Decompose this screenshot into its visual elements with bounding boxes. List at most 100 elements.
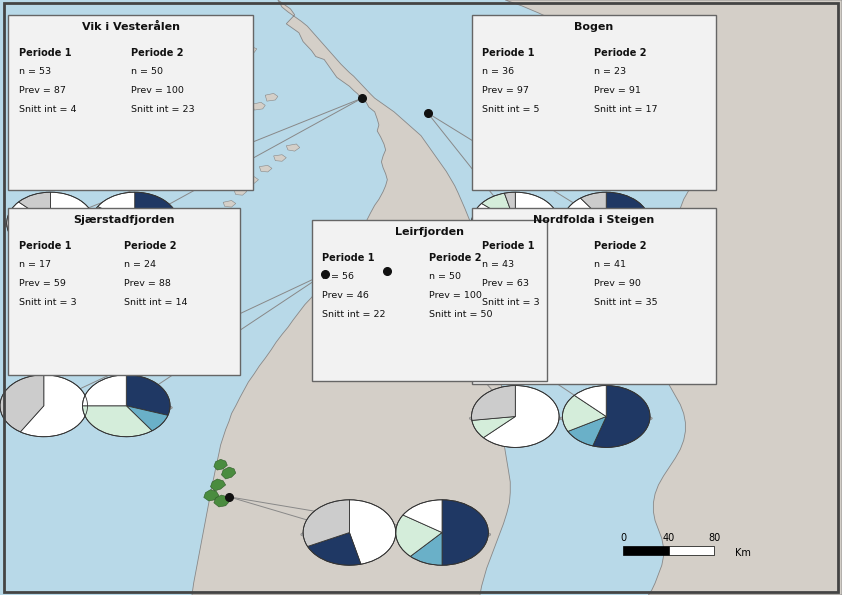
Text: Nordfolda i Steigen: Nordfolda i Steigen bbox=[533, 215, 654, 226]
Text: n = 50: n = 50 bbox=[131, 67, 163, 76]
Text: Snitt int = 5: Snitt int = 5 bbox=[482, 105, 539, 114]
Wedge shape bbox=[91, 206, 135, 251]
FancyBboxPatch shape bbox=[8, 15, 253, 190]
Text: Prev = 88: Prev = 88 bbox=[125, 279, 171, 288]
Wedge shape bbox=[482, 193, 515, 223]
Text: Periode 2: Periode 2 bbox=[125, 241, 177, 251]
Ellipse shape bbox=[393, 528, 491, 540]
Wedge shape bbox=[83, 375, 126, 406]
Wedge shape bbox=[574, 386, 606, 416]
Text: Periode 1: Periode 1 bbox=[482, 48, 534, 58]
Polygon shape bbox=[214, 495, 230, 507]
Ellipse shape bbox=[88, 220, 181, 230]
Wedge shape bbox=[580, 192, 606, 223]
Text: Prev = 100: Prev = 100 bbox=[429, 291, 482, 300]
Wedge shape bbox=[116, 223, 170, 254]
Text: Snitt int = 17: Snitt int = 17 bbox=[594, 105, 657, 114]
Wedge shape bbox=[568, 416, 606, 446]
Text: Km: Km bbox=[735, 549, 751, 558]
FancyBboxPatch shape bbox=[472, 15, 716, 190]
Wedge shape bbox=[593, 386, 650, 447]
Bar bbox=[669, 546, 714, 555]
Ellipse shape bbox=[301, 528, 398, 540]
Wedge shape bbox=[126, 375, 170, 415]
Text: n = 50: n = 50 bbox=[429, 272, 461, 281]
Wedge shape bbox=[562, 395, 606, 431]
Ellipse shape bbox=[80, 402, 173, 413]
Polygon shape bbox=[202, 226, 215, 232]
Text: Prev = 90: Prev = 90 bbox=[594, 279, 641, 288]
Ellipse shape bbox=[0, 402, 90, 413]
Polygon shape bbox=[192, 0, 510, 595]
Ellipse shape bbox=[469, 220, 562, 230]
Polygon shape bbox=[265, 93, 278, 101]
Wedge shape bbox=[593, 223, 650, 254]
Wedge shape bbox=[7, 192, 94, 254]
Polygon shape bbox=[237, 111, 250, 119]
Polygon shape bbox=[210, 479, 226, 491]
Polygon shape bbox=[221, 467, 236, 479]
Wedge shape bbox=[20, 375, 88, 437]
Text: Prev = 91: Prev = 91 bbox=[594, 86, 641, 95]
Text: Prev = 87: Prev = 87 bbox=[19, 86, 66, 95]
Text: Prev = 97: Prev = 97 bbox=[482, 86, 529, 95]
Text: n = 36: n = 36 bbox=[482, 67, 514, 76]
Text: Prev = 100: Prev = 100 bbox=[131, 86, 184, 95]
Text: Periode 2: Periode 2 bbox=[594, 241, 646, 251]
Text: Periode 1: Periode 1 bbox=[19, 241, 71, 251]
Text: n = 23: n = 23 bbox=[594, 67, 626, 76]
Wedge shape bbox=[396, 515, 442, 556]
Ellipse shape bbox=[560, 220, 653, 230]
Polygon shape bbox=[259, 165, 272, 172]
Text: Snitt int = 22: Snitt int = 22 bbox=[322, 310, 385, 319]
Ellipse shape bbox=[4, 220, 97, 230]
FancyBboxPatch shape bbox=[472, 208, 716, 384]
Text: Snitt int = 23: Snitt int = 23 bbox=[131, 105, 195, 114]
Text: Bogen: Bogen bbox=[574, 22, 613, 32]
Polygon shape bbox=[223, 201, 236, 207]
Ellipse shape bbox=[469, 413, 562, 424]
Wedge shape bbox=[562, 198, 606, 252]
Wedge shape bbox=[349, 500, 396, 564]
Polygon shape bbox=[253, 102, 265, 110]
Polygon shape bbox=[204, 490, 219, 501]
Wedge shape bbox=[303, 500, 349, 546]
Polygon shape bbox=[189, 80, 205, 87]
Wedge shape bbox=[472, 416, 515, 438]
Wedge shape bbox=[483, 386, 559, 447]
Text: Prev = 59: Prev = 59 bbox=[19, 279, 66, 288]
Text: Periode 2: Periode 2 bbox=[131, 48, 183, 58]
Text: Periode 2: Periode 2 bbox=[594, 48, 646, 58]
Text: Snitt int = 3: Snitt int = 3 bbox=[482, 298, 539, 307]
Text: 40: 40 bbox=[663, 533, 674, 543]
Polygon shape bbox=[212, 212, 225, 219]
Wedge shape bbox=[442, 500, 488, 565]
Wedge shape bbox=[135, 192, 179, 242]
Polygon shape bbox=[227, 55, 242, 62]
Polygon shape bbox=[192, 239, 205, 246]
Wedge shape bbox=[0, 375, 44, 432]
Text: Snitt int = 4: Snitt int = 4 bbox=[19, 105, 76, 114]
Text: n = 41: n = 41 bbox=[594, 260, 626, 269]
Wedge shape bbox=[83, 406, 152, 437]
Text: Snitt int = 3: Snitt int = 3 bbox=[19, 298, 76, 307]
Text: Periode 1: Periode 1 bbox=[19, 48, 71, 58]
Text: Periode 2: Periode 2 bbox=[429, 253, 482, 263]
Text: Snitt int = 50: Snitt int = 50 bbox=[429, 310, 493, 319]
Text: Periode 1: Periode 1 bbox=[482, 241, 534, 251]
Text: n = 24: n = 24 bbox=[125, 260, 157, 269]
Polygon shape bbox=[274, 155, 286, 161]
Polygon shape bbox=[240, 46, 257, 54]
Text: Vik i Vesterålen: Vik i Vesterålen bbox=[82, 22, 179, 32]
Polygon shape bbox=[215, 62, 230, 70]
Wedge shape bbox=[472, 192, 559, 254]
Wedge shape bbox=[472, 386, 515, 421]
FancyBboxPatch shape bbox=[312, 220, 547, 381]
Wedge shape bbox=[126, 406, 168, 431]
Text: n = 53: n = 53 bbox=[19, 67, 51, 76]
Bar bbox=[623, 546, 669, 555]
Wedge shape bbox=[307, 533, 361, 565]
Text: Snitt int = 35: Snitt int = 35 bbox=[594, 298, 658, 307]
Text: Periode 1: Periode 1 bbox=[322, 253, 374, 263]
Text: n = 43: n = 43 bbox=[482, 260, 514, 269]
